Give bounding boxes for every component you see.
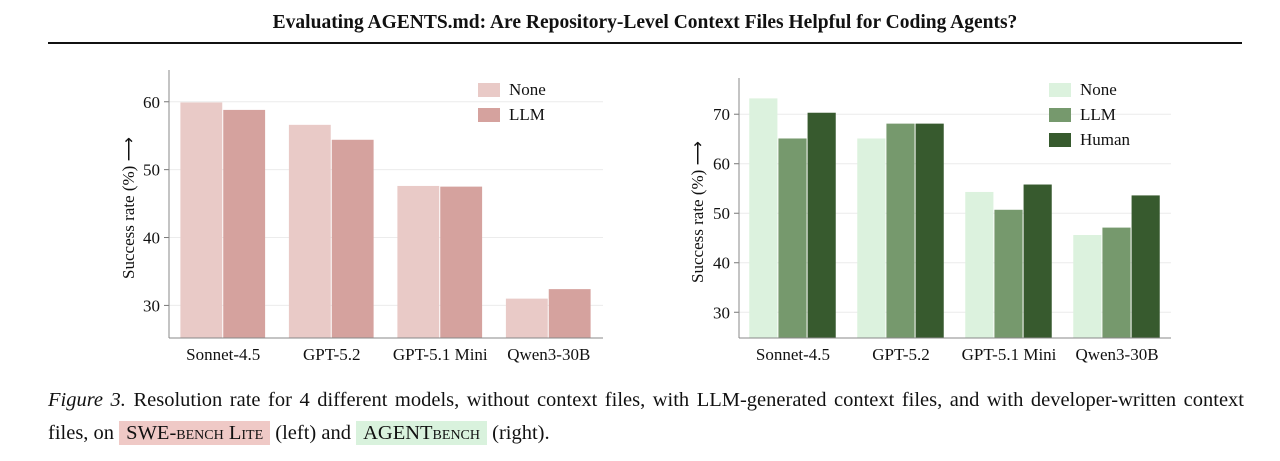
y-tick-label: 40 bbox=[143, 229, 160, 248]
figure-caption: Figure 3. Resolution rate for 4 differen… bbox=[48, 384, 1244, 450]
caption-text: Resolution rate for 4 different models, … bbox=[48, 389, 1244, 444]
y-axis-label: Success rate (%) ⟶ bbox=[119, 137, 138, 279]
bar-llm-1 bbox=[223, 109, 266, 338]
legend-label-llm: LLM bbox=[1080, 105, 1116, 124]
x-tick-label: Sonnet-4.5 bbox=[756, 345, 830, 364]
y-tick-label: 30 bbox=[143, 296, 160, 315]
caption-text: (right). bbox=[492, 422, 550, 444]
y-tick-label: 40 bbox=[713, 254, 730, 273]
caption-label: Figure 3. bbox=[48, 389, 126, 411]
bar-none-2 bbox=[288, 124, 331, 338]
bar-human-3 bbox=[1023, 184, 1052, 338]
legend-label-llm: LLM bbox=[509, 105, 545, 124]
chart-agentbench: 30 40 50 60 70 Sonnet-4.5 GPT-5.2 GPT-5.1 Mini Q… bbox=[688, 78, 1171, 364]
legend-swatch-human bbox=[1049, 133, 1071, 147]
bar-none-3 bbox=[397, 185, 440, 338]
bar-none-1 bbox=[180, 102, 223, 338]
bar-human-4 bbox=[1131, 195, 1160, 338]
x-tick-label: GPT-5.1 Mini bbox=[393, 345, 488, 364]
y-tick-label: 50 bbox=[713, 204, 730, 223]
legend-label-none: None bbox=[509, 80, 546, 99]
y-tick-label: 70 bbox=[713, 105, 730, 124]
bar-human-1 bbox=[807, 112, 836, 338]
y-axis-label: Success rate (%) ⟶ bbox=[688, 141, 707, 283]
bar-none-4 bbox=[1073, 235, 1102, 338]
bar-human-2 bbox=[915, 123, 944, 338]
bar-llm-3 bbox=[994, 209, 1023, 338]
legend-label-none: None bbox=[1080, 80, 1117, 99]
bar-none-3 bbox=[965, 191, 994, 338]
caption-benchmark-swe-bench-lite: SWE-bench Lite bbox=[119, 421, 271, 445]
bar-llm-3 bbox=[440, 186, 483, 338]
y-tick-label: 60 bbox=[713, 155, 730, 174]
header-rule bbox=[48, 42, 1242, 44]
x-tick-label: GPT-5.2 bbox=[872, 345, 929, 364]
y-tick-label: 50 bbox=[143, 161, 160, 180]
x-tick-label: GPT-5.2 bbox=[303, 345, 360, 364]
bar-llm-2 bbox=[331, 139, 374, 338]
bar-llm-1 bbox=[778, 138, 807, 338]
x-tick-label: GPT-5.1 Mini bbox=[962, 345, 1057, 364]
y-tick-label: 30 bbox=[713, 303, 730, 322]
page-header: Evaluating AGENTS.md: Are Repository-Lev… bbox=[272, 12, 1018, 33]
legend-swatch-llm bbox=[478, 108, 500, 122]
legend-label-human: Human bbox=[1080, 130, 1131, 149]
bar-none-2 bbox=[857, 138, 886, 338]
x-tick-label: Qwen3-30B bbox=[507, 345, 590, 364]
chart-swe-bench-lite: 30 40 50 60 Sonnet-4.5 GPT-5.2 GPT-5.1 Mini Qwe… bbox=[119, 70, 603, 364]
bar-llm-4 bbox=[548, 289, 591, 338]
y-tick-label: 60 bbox=[143, 93, 160, 112]
legend-swatch-llm bbox=[1049, 108, 1071, 122]
x-tick-label: Sonnet-4.5 bbox=[186, 345, 260, 364]
bar-llm-2 bbox=[886, 123, 915, 338]
caption-benchmark-agentbench: AGENTbench bbox=[356, 421, 487, 445]
x-tick-label: Qwen3-30B bbox=[1075, 345, 1158, 364]
caption-text: (left) and bbox=[275, 422, 351, 444]
bar-none-4 bbox=[505, 298, 548, 338]
legend-swatch-none bbox=[478, 83, 500, 97]
bar-llm-4 bbox=[1102, 227, 1131, 338]
bar-none-1 bbox=[749, 98, 778, 338]
legend-swatch-none bbox=[1049, 83, 1071, 97]
